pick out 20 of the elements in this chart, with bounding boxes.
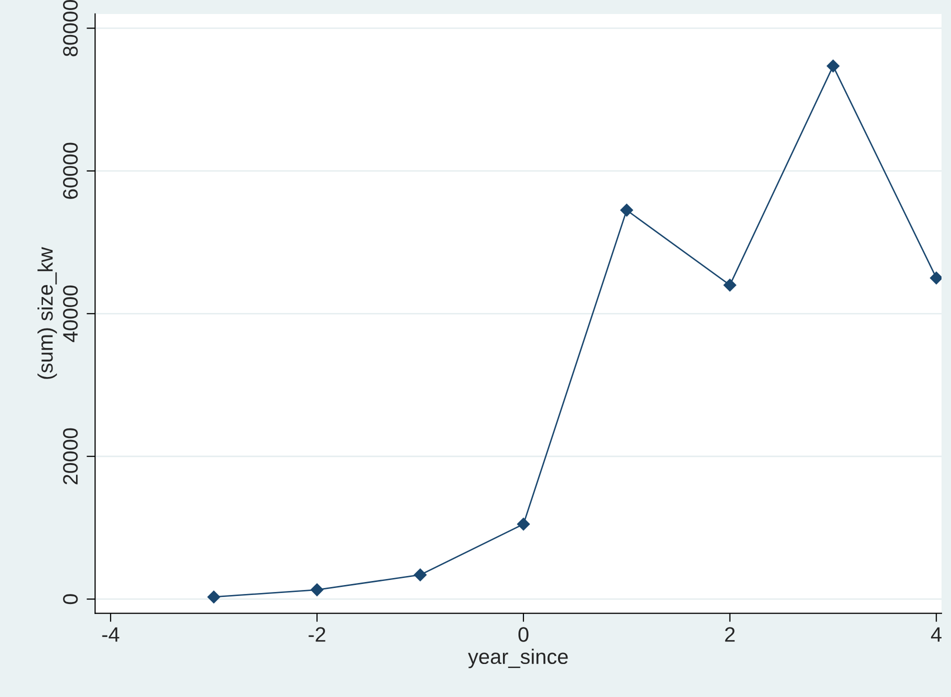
point <box>517 518 530 531</box>
x-tick-label: -4 <box>102 627 120 642</box>
point <box>310 583 324 596</box>
x-tick-label: 4 <box>931 627 942 642</box>
x-tick-label: 0 <box>518 627 528 642</box>
point <box>826 60 840 72</box>
x-axis-title: year_since <box>468 648 568 668</box>
y-tick-label: 20000 <box>63 428 78 484</box>
point <box>414 568 427 582</box>
point <box>723 278 736 292</box>
y-tick-label: 60000 <box>63 142 78 199</box>
point <box>207 590 220 604</box>
y-axis-title: (sum) size_kw <box>38 247 57 379</box>
x-tick-label: -2 <box>308 627 326 642</box>
x-tick-label: 2 <box>725 627 735 642</box>
y-tick-label: 40000 <box>63 285 78 342</box>
point <box>620 204 634 217</box>
y-tick-label: 0 <box>63 594 78 604</box>
point <box>930 272 942 284</box>
y-tick-label: 80000 <box>63 0 78 56</box>
